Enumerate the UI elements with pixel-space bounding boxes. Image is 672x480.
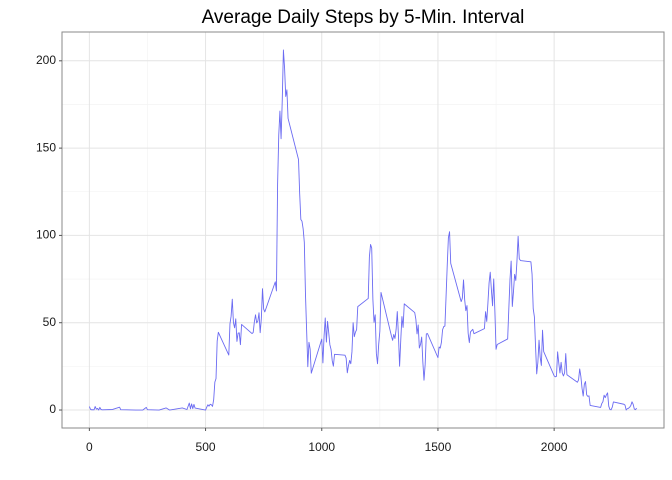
- y-tick-label: 200: [36, 53, 56, 67]
- x-tick-label: 2000: [541, 440, 568, 454]
- x-tick-label: 500: [196, 440, 216, 454]
- y-tick-label: 100: [36, 228, 56, 242]
- grid: [62, 32, 664, 428]
- y-tick-label: 0: [49, 402, 56, 416]
- chart-title: Average Daily Steps by 5-Min. Interval: [202, 7, 525, 28]
- data-line: [88, 49, 638, 411]
- y-tick-label: 150: [36, 140, 56, 154]
- x-tick-label: 1000: [308, 440, 335, 454]
- plot-marks: [88, 49, 638, 411]
- y-tick-label: 50: [43, 315, 57, 329]
- x-tick-label: 1500: [425, 440, 452, 454]
- x-tick-label: 0: [86, 440, 93, 454]
- panel-border: [61, 31, 665, 429]
- axes: 0 500 1000 1500 2000 0 50 100 150 200: [36, 53, 568, 454]
